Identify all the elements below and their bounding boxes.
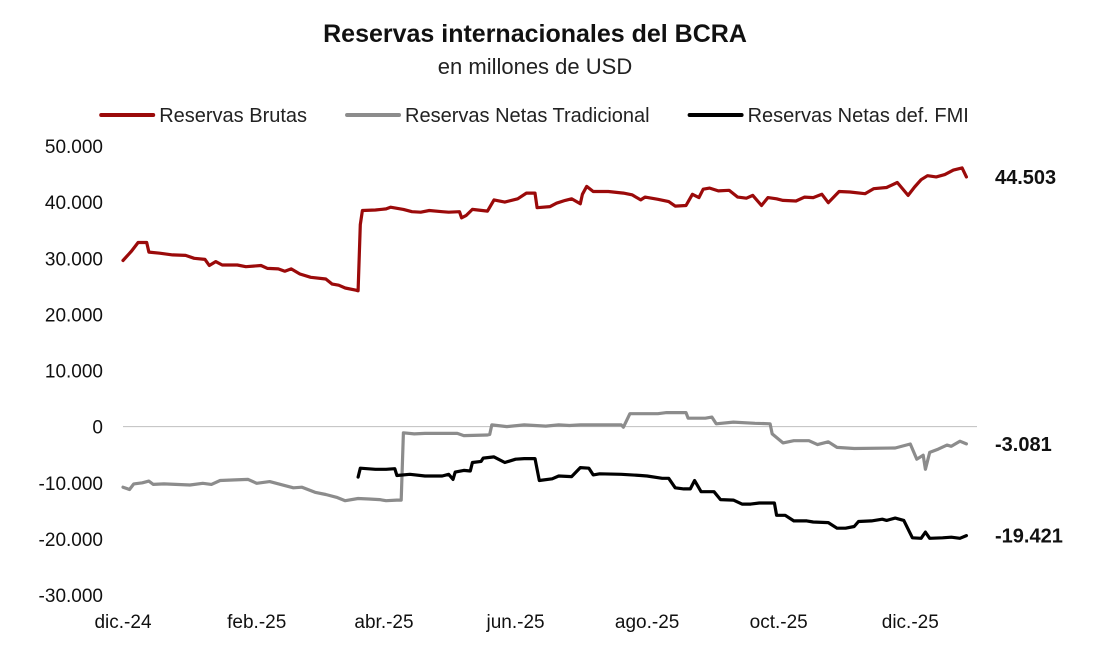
end-label-reservas-netas-def-fmi: -19.421: [995, 526, 1063, 548]
legend: Reservas Brutas Reservas Netas Tradiciona…: [99, 105, 969, 127]
x-axis-ticks: dic.-24 feb.-25 abr.-25 jun.-25 ago.-25 oct.-…: [94, 612, 938, 633]
legend-label-reservas-netas-def-fmi: Reservas Netas def. FMI: [748, 105, 969, 127]
chart-subtitle: en millones de USD: [437, 54, 633, 79]
end-labels: 44.503 -3.081 -19.421: [995, 167, 1063, 548]
legend-label-reservas-brutas: Reservas Brutas: [159, 105, 307, 127]
series-line-reservas-netas-tradicional: [121, 411, 968, 503]
y-tick-label: 10.000: [45, 362, 103, 383]
series-lines: [121, 166, 968, 540]
legend-label-reservas-netas-tradicional: Reservas Netas Tradicional: [405, 105, 650, 127]
x-tick-label: dic.-25: [882, 612, 939, 633]
end-label-reservas-brutas: 44.503: [995, 167, 1056, 189]
series-line-reservas-brutas: [121, 166, 968, 293]
chart-title: Reservas internacionales del BCRA: [323, 20, 747, 48]
y-axis-ticks: 50.000 40.000 30.000 20.000 10.000 0 -10.000 -2…: [39, 137, 103, 607]
y-tick-label: -20.000: [39, 530, 103, 551]
x-tick-label: dic.-24: [94, 612, 151, 633]
end-label-reservas-netas-tradicional: -3.081: [995, 434, 1052, 456]
series-line-reservas-netas-def-fmi: [356, 455, 968, 540]
x-tick-label: jun.-25: [486, 612, 545, 633]
y-tick-label: 40.000: [45, 193, 103, 214]
y-tick-label: 30.000: [45, 249, 103, 270]
x-tick-label: abr.-25: [354, 612, 413, 633]
y-tick-label: 20.000: [45, 305, 103, 326]
x-tick-label: ago.-25: [615, 612, 679, 633]
y-tick-label: -10.000: [39, 474, 103, 495]
y-tick-label: 50.000: [45, 137, 103, 158]
x-tick-label: feb.-25: [227, 612, 286, 633]
x-tick-label: oct.-25: [750, 612, 808, 633]
y-tick-label: -30.000: [39, 586, 103, 607]
y-tick-label: 0: [92, 418, 103, 439]
